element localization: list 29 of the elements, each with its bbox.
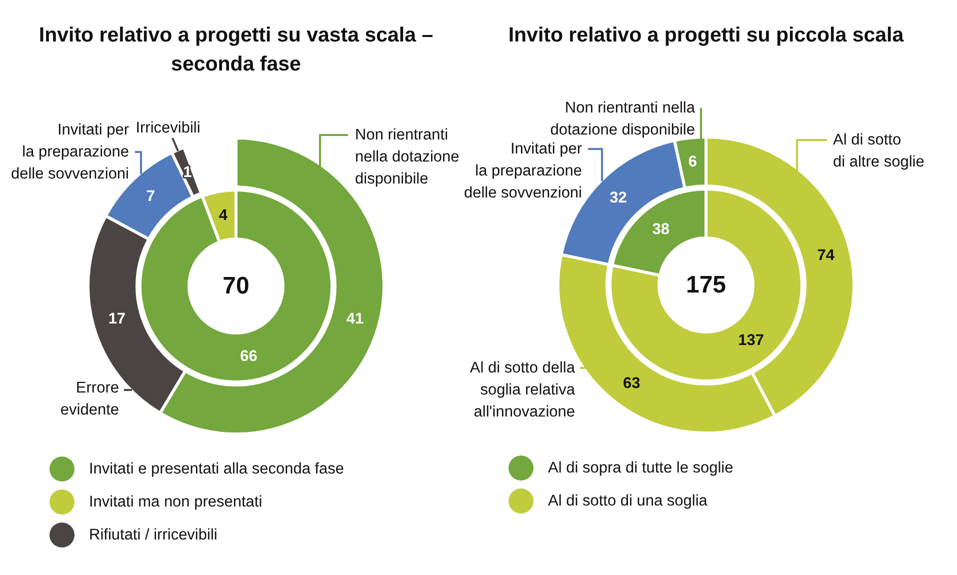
data-label: 4 [218, 207, 228, 224]
data-label: 1 [183, 164, 192, 181]
data-label: 63 [623, 375, 641, 392]
legend-label: Invitati ma non presentati [89, 494, 262, 510]
slice-label: Irricevibili [136, 120, 200, 136]
slice-label: Invitati per la preparazione delle sovvenzioni [10, 122, 129, 182]
data-label: 74 [817, 246, 835, 264]
data-label: 41 [346, 310, 364, 328]
data-label: 32 [610, 190, 627, 207]
chart-title: Invito relativo a progetti su piccola scala [508, 24, 904, 46]
data-label: 66 [240, 348, 258, 365]
slice-label: Non rientranti nella dotazione disponibile [355, 126, 460, 188]
legend-label: Rifiutati / irricevibili [89, 526, 218, 544]
slice-label: Invitati per la preparazione delle sovvenzioni [464, 140, 582, 202]
slice-label: Al di sotto di altre soglie [833, 132, 924, 170]
chart-title: Invito relativo a progetti su vasta scala – seconda fase [38, 24, 434, 76]
data-label: 137 [738, 332, 764, 349]
data-label: 6 [688, 154, 698, 171]
data-label: 7 [146, 188, 155, 206]
slice-label: Non rientranti nella dotazione disponibile [550, 100, 696, 138]
text: 175 [686, 272, 726, 298]
data-label: 17 [108, 310, 126, 328]
legend-label: Invitati e presentati alla seconda fase [89, 460, 344, 478]
legend-label: Al di sotto di una soglia [548, 492, 708, 510]
legend-label: Al di sopra di tutte le soglie [548, 460, 734, 476]
slice-label: Errore evidente [60, 380, 119, 418]
text: 70 [222, 272, 250, 300]
data-label: 38 [652, 221, 670, 238]
slice-label: Al di sotto della soglia relativa all'innovazione [470, 360, 576, 420]
